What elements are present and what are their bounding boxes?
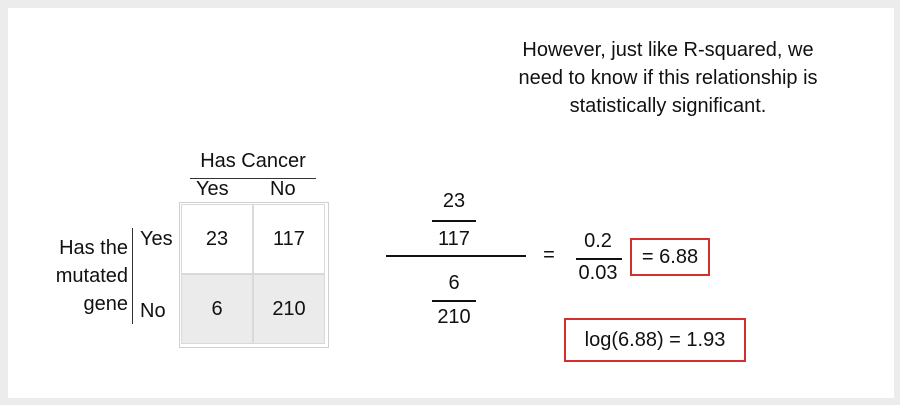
cell-no-no: 210 — [253, 274, 325, 344]
equals-sign: = — [543, 244, 555, 266]
bottom-fraction-numerator: 6 — [448, 272, 460, 294]
row-group-label: Has the mutated gene — [32, 234, 128, 318]
column-label-yes: Yes — [196, 178, 229, 200]
odds-ratio-result-box: = 6.88 — [630, 238, 710, 276]
bottom-fraction-denominator: 210 — [437, 306, 471, 328]
row-label-yes: Yes — [140, 228, 173, 250]
odds-ratio-value: = 6.88 — [641, 245, 699, 268]
explanation-text: However, just like R-squared, we need to… — [478, 36, 858, 120]
contingency-table: 23 117 6 210 — [179, 202, 329, 348]
ratio-numerator: 0.2 — [584, 230, 612, 252]
bottom-fraction-bar — [432, 300, 476, 302]
explanation-line-2: need to know if this relationship is — [518, 67, 818, 89]
column-group-label: Has Cancer — [200, 150, 306, 172]
column-label-no: No — [270, 178, 296, 200]
row-label-no: No — [140, 300, 166, 322]
row-group-bracket — [132, 228, 133, 324]
log-odds-result-box: log(6.88) = 1.93 — [564, 318, 746, 362]
main-fraction-bar — [386, 255, 526, 257]
ratio-denominator: 0.03 — [578, 262, 618, 284]
cell-yes-yes: 23 — [181, 204, 253, 274]
top-fraction-denominator: 117 — [438, 228, 470, 250]
ratio-bar — [576, 258, 622, 260]
log-odds-value: log(6.88) = 1.93 — [584, 328, 726, 351]
cell-yes-no: 117 — [253, 204, 325, 274]
cell-no-yes: 6 — [181, 274, 253, 344]
slide: However, just like R-squared, we need to… — [8, 8, 894, 398]
explanation-line-3: statistically significant. — [569, 95, 767, 117]
row-group-label-line-3: gene — [83, 293, 129, 315]
top-fraction-numerator: 23 — [442, 190, 466, 212]
column-group-underline — [190, 178, 316, 179]
row-group-label-line-1: Has the — [59, 237, 128, 259]
row-group-label-line-2: mutated — [55, 265, 128, 287]
top-fraction-bar — [432, 220, 476, 222]
explanation-line-1: However, just like R-squared, we — [522, 39, 814, 61]
